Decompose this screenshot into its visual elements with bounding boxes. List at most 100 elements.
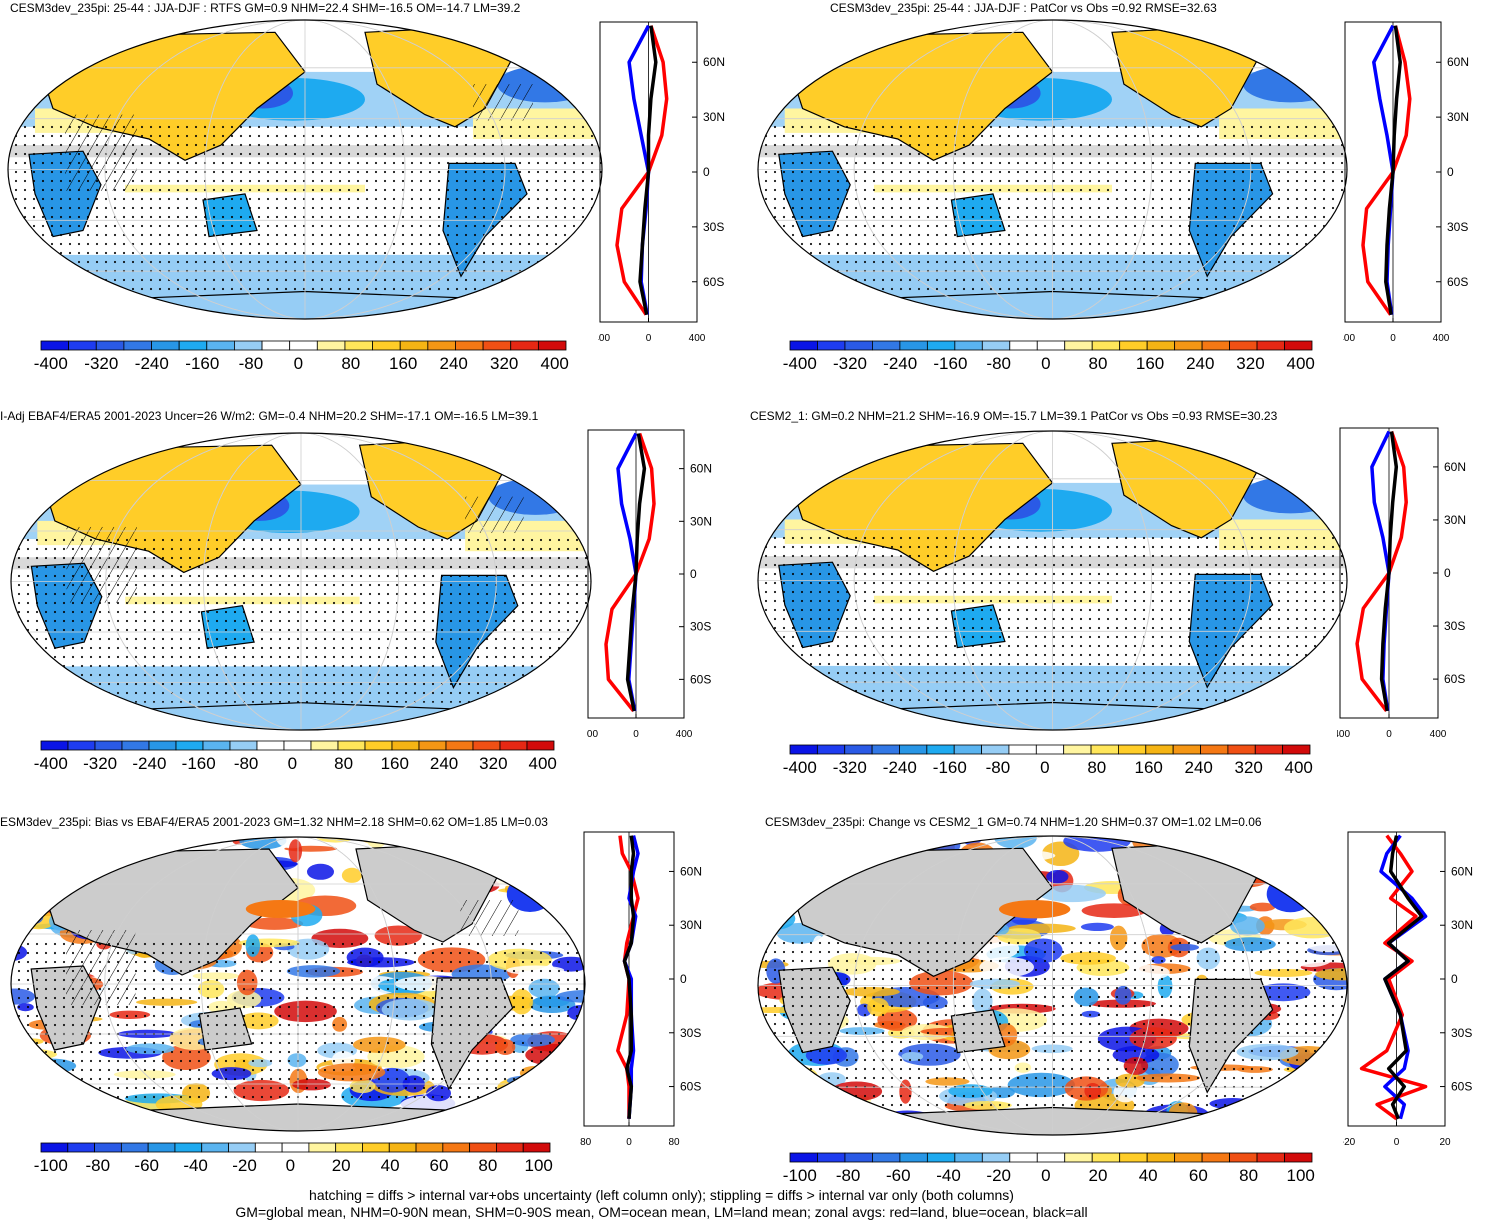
latitude-label: 60S [1447,275,1468,289]
colorbar-swatch [94,1142,122,1153]
x-tick-label: 0 [646,333,652,344]
colorbar [789,744,1311,755]
zonal-line-all [1383,835,1424,1120]
colorbar-swatch [399,340,429,351]
latitude-label: 30S [1444,619,1465,633]
latitude-label: 30S [690,620,711,634]
colorbar-label: 0 [1041,354,1051,373]
colorbar-label: 20 [331,1156,351,1175]
colorbar-swatch [337,740,366,751]
colorbar-label: -100 [782,1166,817,1185]
colorbar-swatch [981,744,1010,755]
colorbar-label: 80 [341,354,361,373]
colorbar-swatch [1282,744,1311,755]
colorbar-label: -320 [84,354,119,373]
colorbar-swatch [455,340,484,351]
colorbar-label: -160 [185,354,220,373]
colorbar-label: -80 [985,758,1011,777]
latitude-label: 60S [680,1080,701,1094]
colorbar-swatch [981,340,1011,351]
colorbar-swatch [817,1152,846,1163]
zonal-line-all [622,835,636,1119]
colorbar-swatch [844,1152,873,1163]
world-map [10,432,592,731]
colorbar-swatch [234,340,263,351]
colorbar-swatch [308,1142,337,1153]
colorbar [40,740,555,751]
units-label: W m⁻² [643,20,669,22]
colorbar-swatch [926,744,955,755]
latitude-label: 0 [1447,165,1454,179]
colorbar-swatch [1008,744,1037,755]
zonal-mean-plot: W m⁻² 60N 30N 0 30S 60S -400 0 400 [598,20,725,344]
colorbar-swatch [147,1142,176,1153]
colorbar-swatch [261,340,291,351]
colorbar-label: -320 [832,758,867,777]
colorbar [789,1152,1313,1163]
colorbar-swatch [40,740,69,751]
colorbar-label: 0 [1040,758,1050,777]
colorbar-swatch [94,740,123,751]
colorbar-swatch [1118,744,1147,755]
colorbar-swatch [789,340,818,351]
latitude-label: 30N [680,918,702,932]
latitude-label: 30N [703,110,725,124]
latitude-label: 30N [690,514,712,528]
x-tick-label: 400 [689,333,706,344]
latitude-label: 0 [703,165,710,179]
latitude-label: 60N [1444,460,1466,474]
panel-title: CESM3dev_235pi: Change vs CESM2_1 GM=0.7… [765,815,1262,829]
colorbar-swatch [427,340,456,351]
units-label: W m⁻² [1384,426,1410,428]
latitude-label: 30N [1444,513,1466,527]
x-tick-label: -400 [587,729,598,740]
x-tick-label: 0 [626,1137,632,1148]
colorbar-swatch [310,740,339,751]
colorbar-swatch [121,740,150,751]
x-tick-label: 0 [633,729,639,740]
colorbar [789,340,1313,351]
colorbar-label: 80 [478,1156,498,1175]
colorbar-label: 80 [1088,354,1108,373]
colorbar-swatch [926,340,956,351]
colorbar-swatch [175,740,204,751]
colorbar-label: -20 [986,1166,1012,1185]
panel-title: CESM3dev_235pi: 25-44 : JJA-DJF : RTFS G… [10,1,521,15]
colorbar-swatch [499,740,528,751]
latitude-label: 30N [1447,110,1469,124]
colorbar-swatch [899,744,928,755]
zonal-mean-plot: W m⁻² 60N 30N 0 30S 60S -400 0 400 [587,428,712,740]
latitude-label: 30N [1451,918,1473,932]
colorbar-label: -160 [181,754,216,773]
colorbar-swatch [816,744,846,755]
colorbar-swatch [496,1142,524,1153]
colorbar-swatch [953,744,982,755]
colorbar-swatch [316,340,346,351]
colorbar-swatch [1036,340,1066,351]
colorbar-swatch [372,340,401,351]
x-tick-label: 0 [1386,729,1392,740]
latitude-label: 30S [703,220,724,234]
colorbar-label: -20 [232,1156,257,1175]
colorbar-label: 400 [1284,758,1313,777]
colorbar-swatch [537,340,567,351]
zonal-line-all [625,433,647,712]
x-tick-label: -400 [1343,333,1355,344]
colorbar-label: 40 [1138,1166,1158,1185]
latitude-label: 30S [680,1026,701,1040]
colorbar-swatch [844,744,873,755]
colorbar-label: -80 [85,1156,111,1175]
colorbar-swatch [201,1142,229,1153]
colorbar-swatch [789,1152,818,1163]
panel-title: I-Adj EBAF4/ERA5 2001-2023 Uncer=26 W/m2… [0,409,539,423]
colorbar-swatch [256,740,285,751]
colorbar-swatch [871,744,900,755]
zonal-mean-plot: W m⁻² 60N 30N 0 30S 60S -400 0 400 [1343,20,1469,344]
colorbar-label: -240 [132,754,167,773]
colorbar-swatch [95,340,125,351]
colorbar-swatch [817,340,846,351]
colorbar-swatch [40,340,70,351]
colorbar-label: 160 [1134,758,1163,777]
latitude-label: 60S [703,275,724,289]
x-tick-label: 20 [1439,1137,1451,1148]
